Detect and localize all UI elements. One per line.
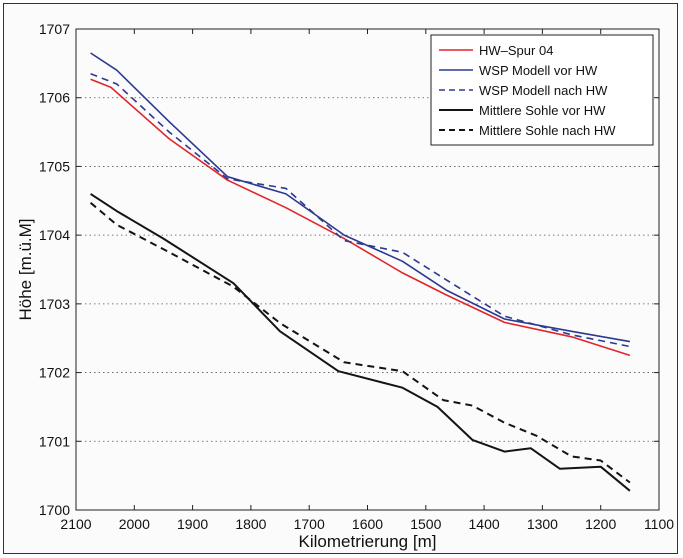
x-tick-label: 1600	[352, 516, 383, 532]
y-tick-label: 1702	[39, 365, 70, 381]
plot-frame	[75, 28, 660, 511]
legend-box	[430, 34, 654, 146]
series-line-2	[90, 52, 631, 343]
chart-figure: 1700 1701 1702 1703 1704 1705 1706 1707 2100 2000…	[3, 3, 678, 554]
legend-entry-label: Mittlere Sohle vor HW	[479, 103, 606, 118]
series-line-3	[90, 72, 631, 348]
x-tick-label: 1100	[644, 516, 674, 532]
x-tick-label: 1800	[235, 516, 266, 532]
x-tick-label: 1700	[294, 516, 325, 532]
legend-entry-label: HW–Spur 04	[479, 43, 553, 58]
series-lines	[89, 52, 631, 492]
x-tick-label: 1500	[410, 516, 441, 532]
y-tick-label: 1707	[39, 21, 70, 37]
y-tick-label: 1704	[39, 227, 70, 243]
axis-ticks: 1700 1701 1702 1703 1704 1705 1706 1707 2100 2000…	[39, 21, 674, 532]
y-tick-label: 1700	[39, 502, 70, 518]
y-tick-label: 1705	[39, 158, 70, 174]
legend-entry-label: WSP Modell nach HW	[479, 83, 608, 98]
series-line-5	[89, 202, 631, 484]
line-chart: 1700 1701 1702 1703 1704 1705 1706 1707 2100 2000…	[16, 21, 674, 551]
x-tick-label: 2100	[60, 516, 91, 532]
x-tick-label: 1200	[585, 516, 616, 532]
x-tick-label: 1400	[469, 516, 500, 532]
x-axis-label: Kilometrierung [m]	[299, 532, 437, 551]
y-tick-label: 1703	[39, 296, 70, 312]
x-tick-label: 1900	[177, 516, 208, 532]
x-tick-label: 2000	[119, 516, 150, 532]
legend-entry-label: Mittlere Sohle nach HW	[479, 123, 616, 138]
y-axis-label: Höhe [m.ü.M]	[16, 218, 35, 320]
y-tick-label: 1701	[39, 433, 70, 449]
series-line-1	[90, 78, 631, 357]
legend: HW–Spur 04 WSP Modell vor HW WSP Modell na…	[430, 34, 654, 146]
x-tick-label: 1300	[527, 516, 558, 532]
y-tick-label: 1706	[39, 90, 70, 106]
series-line-4	[90, 193, 631, 492]
legend-entry-label: WSP Modell vor HW	[479, 63, 598, 78]
grid-lines	[76, 97, 659, 442]
